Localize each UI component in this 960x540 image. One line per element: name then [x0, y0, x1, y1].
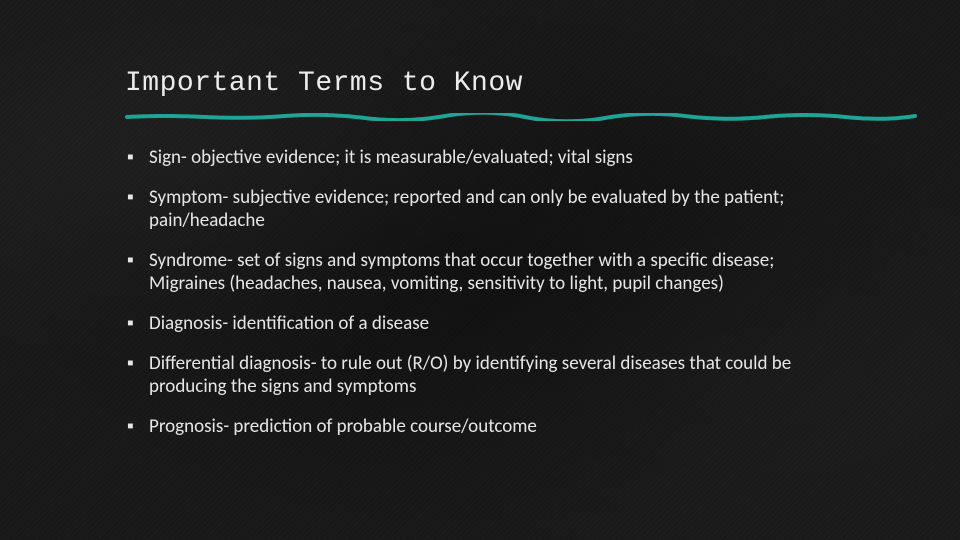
slide-title: Important Terms to Know: [125, 68, 850, 99]
bullet-text: Diagnosis- identification of a disease: [149, 312, 429, 335]
list-item: Diagnosis- identification of a disease: [125, 313, 850, 335]
bullet-text: Syndrome- set of signs and symptoms that…: [149, 249, 774, 294]
list-item: Differential diagnosis- to rule out (R/O…: [125, 353, 850, 398]
bullet-text: Prognosis- prediction of probable course…: [149, 415, 537, 438]
list-item: Symptom- subjective evidence; reported a…: [125, 187, 850, 232]
slide-container: Important Terms to Know Sign- objective …: [0, 0, 960, 540]
chalk-line-icon: [125, 113, 925, 121]
bullet-list: Sign- objective evidence; it is measurab…: [125, 147, 850, 439]
bullet-text: Symptom- subjective evidence; reported a…: [149, 186, 784, 231]
list-item: Syndrome- set of signs and symptoms that…: [125, 250, 850, 295]
list-item: Sign- objective evidence; it is measurab…: [125, 147, 850, 169]
list-item: Prognosis- prediction of probable course…: [125, 416, 850, 438]
title-underline: [125, 113, 850, 119]
bullet-text: Sign- objective evidence; it is measurab…: [149, 146, 633, 169]
bullet-text: Differential diagnosis- to rule out (R/O…: [149, 352, 791, 397]
